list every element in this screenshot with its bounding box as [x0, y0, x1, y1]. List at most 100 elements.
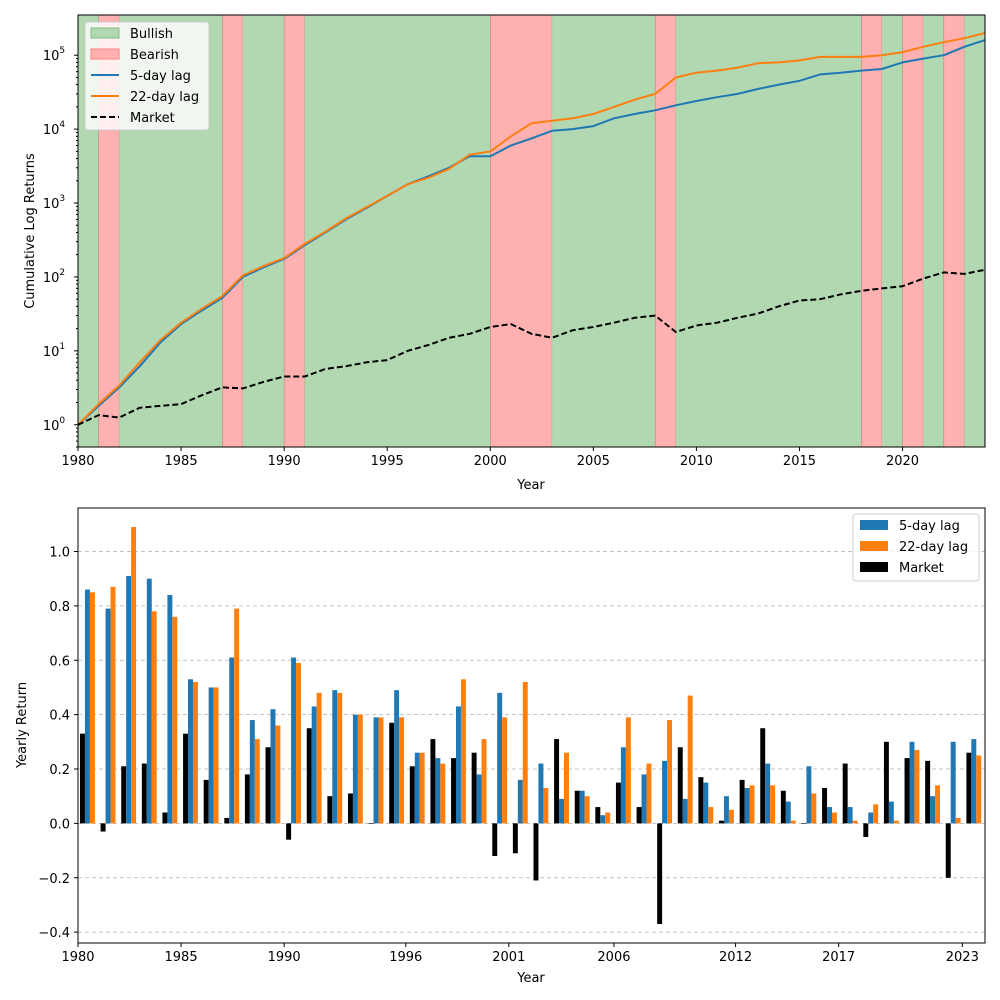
bar-5-day-lag-2001: [517, 779, 523, 824]
bar-22-day-lag-2009: [687, 695, 693, 824]
y-tick-label: 0.2: [49, 763, 70, 778]
x-tick-label: 1995: [371, 454, 404, 469]
regime-band-bearish: [489, 14, 553, 448]
bar-market-1994: [368, 823, 374, 824]
bar-5-day-lag-2022: [950, 741, 956, 824]
bar-5-day-lag-1982: [126, 575, 132, 824]
regime-band-bullish: [675, 15, 862, 447]
y-tick-label: 105: [43, 46, 65, 64]
bar-market-2012: [739, 779, 745, 824]
bar-market-1996: [409, 766, 415, 824]
bottom-legend: 5-day lag 22-day lag Market: [852, 513, 980, 582]
bar-5-day-lag-1984: [167, 595, 173, 824]
bar-5-day-lag-2012: [744, 788, 750, 824]
bar-market-2002: [533, 823, 539, 881]
bar-22-day-lag-1996: [419, 752, 425, 824]
bar-5-day-lag-1997: [435, 758, 441, 824]
legend-patch-bullish: [90, 27, 120, 39]
bar-5-day-lag-1985: [188, 679, 193, 824]
bar-market-2011: [719, 820, 724, 824]
y-tick-label: 101: [43, 342, 65, 360]
top-y-axis: 100 101 102 103 104 105: [43, 46, 78, 448]
x-tick-label: 1990: [268, 950, 301, 965]
bottom-y-axis: −0.4 −0.2 0.0 0.2 0.4 0.6 0.8 1.0: [38, 546, 78, 941]
bar-market-2015: [801, 823, 807, 824]
bar-22-day-lag-2000: [502, 717, 508, 824]
bar-5-day-lag-1981: [105, 608, 111, 824]
y-tick-label: 1.0: [49, 546, 70, 561]
bar-market-2021: [925, 760, 931, 824]
top-panel: 1980 1985 1990 1995 2000 2005 2010 2015 2020 100…: [23, 14, 986, 493]
bar-market-2005: [595, 807, 601, 824]
bar-5-day-lag-2011: [723, 796, 729, 824]
bar-5-day-lag-1991: [311, 706, 317, 824]
bar-5-day-lag-2002: [538, 763, 544, 824]
bar-market-1987: [224, 817, 230, 824]
bar-market-2004: [574, 790, 580, 824]
bar-5-day-lag-2015: [806, 766, 812, 824]
bar-market-1997: [430, 739, 436, 824]
bar-22-day-lag-2011: [728, 809, 734, 824]
bar-5-day-lag-1995: [394, 690, 400, 824]
bar-5-day-lag-1983: [146, 578, 152, 824]
x-tick-label: 2023: [946, 950, 979, 965]
bar-5-day-lag-1998: [455, 706, 461, 824]
regime-band-bullish: [881, 15, 903, 447]
top-legend: Bullish Bearish 5-day lag 22-day lag Mar…: [84, 21, 210, 131]
bar-22-day-lag-2004: [584, 796, 590, 824]
bar-market-1983: [141, 763, 147, 824]
x-tick-label: 1990: [268, 454, 301, 469]
x-tick-label: 2001: [492, 950, 525, 965]
regime-bands: [78, 14, 985, 448]
x-tick-label: 2010: [680, 454, 713, 469]
bar-22-day-lag-2002: [543, 788, 549, 824]
bar-5-day-lag-1993: [352, 714, 358, 824]
bar-5-day-lag-2017: [847, 807, 853, 824]
line-series: [77, 32, 986, 426]
bar-5-day-lag-1996: [414, 752, 420, 824]
bar-5-day-lag-2023: [971, 739, 977, 824]
bar-market-1999: [471, 752, 477, 824]
bar-22-day-lag-2023: [976, 755, 982, 824]
x-tick-label: 2020: [886, 454, 919, 469]
bar-5-day-lag-1986: [208, 687, 214, 824]
bar-22-day-lag-2021: [935, 785, 940, 824]
bar-22-day-lag-2006: [625, 717, 631, 824]
bar-22-day-lag-1982: [131, 527, 137, 824]
x-tick-label: 1985: [165, 950, 198, 965]
bar-market-2010: [698, 777, 704, 824]
bar-22-day-lag-2016: [831, 812, 837, 824]
bar-22-day-lag-1980: [89, 592, 95, 824]
bar-market-1992: [327, 796, 333, 824]
bar-market-2014: [780, 790, 786, 824]
y-tick-label: 102: [43, 268, 65, 286]
bar-market-1985: [183, 733, 189, 824]
x-tick-label: 2006: [597, 950, 630, 965]
series-line-market: [77, 268, 986, 426]
bar-22-day-lag-2012: [749, 785, 755, 824]
top-plot-frame: [77, 14, 986, 448]
bar-market-2003: [554, 739, 560, 824]
x-tick-label: 1985: [165, 454, 198, 469]
bar-5-day-lag-2009: [682, 798, 688, 824]
bar-market-2008: [657, 823, 663, 924]
legend-label-bearish: Bearish: [130, 48, 179, 63]
bar-5-day-lag-2013: [765, 763, 771, 824]
bar-5-day-lag-1999: [476, 774, 482, 824]
legend-patch-22day: [860, 541, 888, 551]
bar-market-1991: [306, 728, 312, 824]
bar-market-1988: [244, 774, 250, 824]
regime-band-bullish: [964, 15, 985, 447]
bar-5-day-lag-1989: [270, 709, 276, 824]
x-tick-label: 2017: [822, 950, 855, 965]
bar-22-day-lag-2005: [605, 812, 611, 824]
bar-22-day-lag-1989: [275, 725, 281, 824]
legend-label-market: Market: [130, 111, 175, 126]
x-tick-label: 1980: [61, 950, 94, 965]
bar-5-day-lag-2016: [827, 807, 832, 824]
bar-22-day-lag-1981: [110, 586, 116, 824]
bar-market-2006: [615, 782, 621, 824]
bar-5-day-lag-1990: [291, 657, 297, 824]
bar-22-day-lag-1999: [481, 739, 487, 824]
bottom-x-axis-label: Year: [516, 971, 545, 986]
